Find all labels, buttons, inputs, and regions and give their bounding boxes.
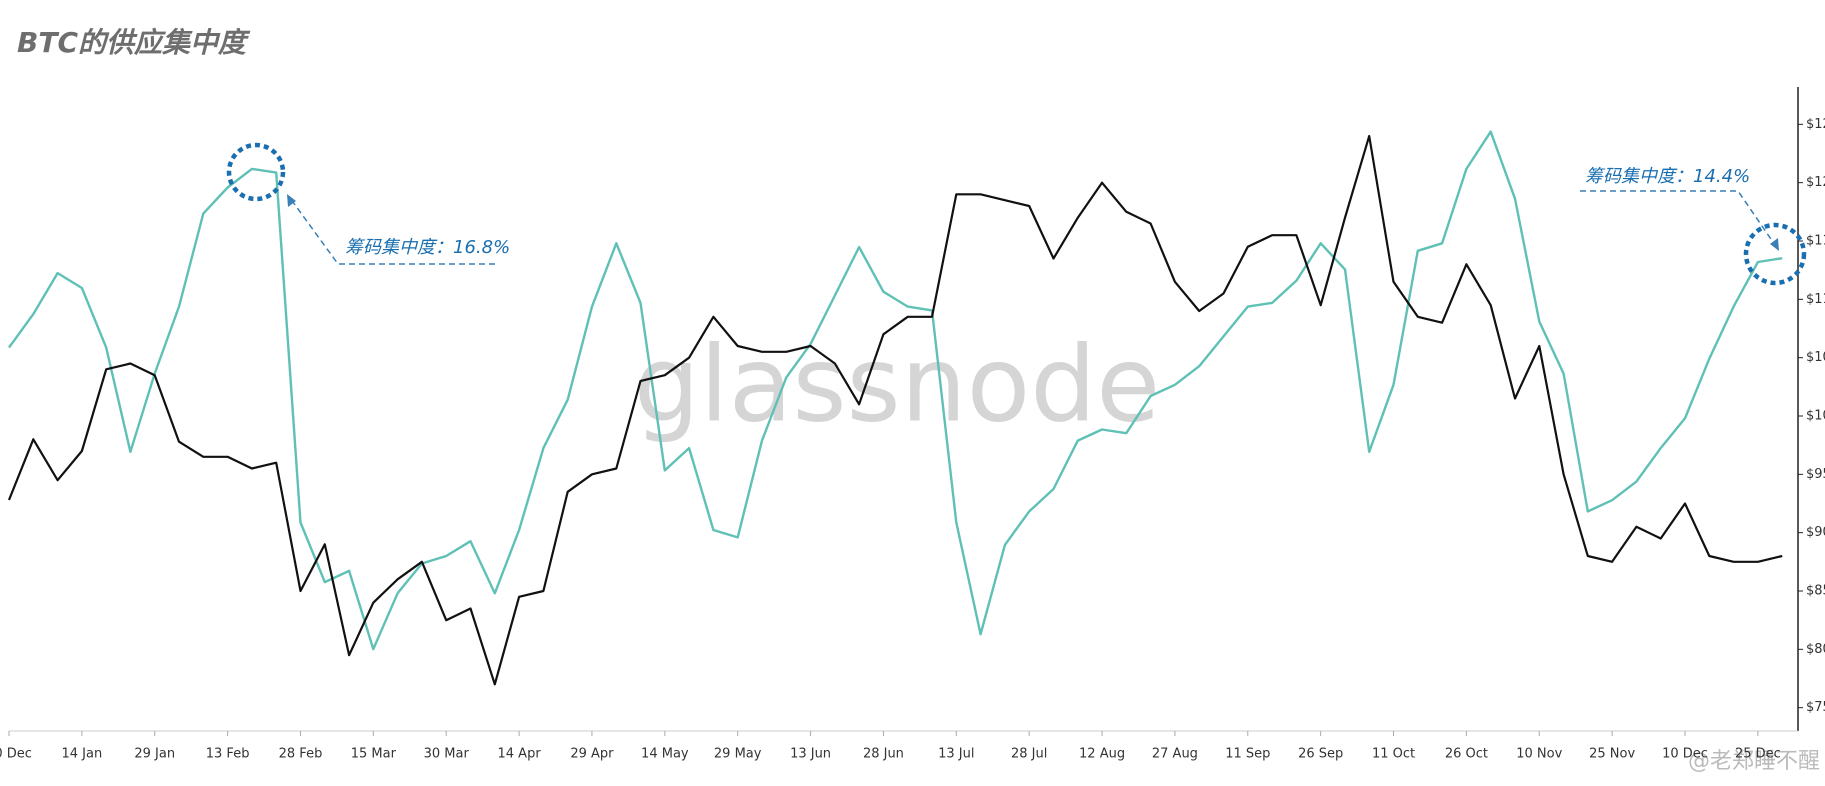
- y-tick-label: $75K: [1806, 700, 1825, 715]
- series-line: [7, 134, 1783, 686]
- series-line: [8, 130, 1783, 651]
- x-tick-label: 29 Apr: [570, 747, 614, 762]
- x-tick-label: 14 Jan: [62, 747, 103, 762]
- x-tick-label: 11 Sep: [1225, 747, 1270, 762]
- arrow-head: [287, 194, 296, 207]
- x-tick-label: 30 Mar: [424, 747, 470, 762]
- y-tick-label: $110K: [1806, 292, 1825, 307]
- x-tick-label: 14 May: [641, 747, 689, 762]
- x-tick-label: 13 Feb: [206, 747, 250, 762]
- x-tick-label: 29 Jan: [134, 747, 175, 762]
- y-tick-label: $95K: [1806, 467, 1825, 482]
- x-tick-label: 11 Oct: [1372, 747, 1415, 762]
- x-tick-label: 14 Apr: [498, 747, 542, 762]
- arrow-head: [1770, 238, 1779, 251]
- x-tick-label: 29 May: [714, 747, 762, 762]
- x-tick-label: 28 Jul: [1011, 747, 1047, 762]
- credit: @老郑睡不醒: [1688, 749, 1820, 774]
- y-tick-label: $120K: [1806, 175, 1825, 190]
- x-tick-label: 10 Nov: [1516, 747, 1562, 762]
- y-tick-label: $105K: [1806, 350, 1825, 365]
- x-tick-label: 26 Sep: [1298, 747, 1343, 762]
- annotation: 筹码集中度：14.4%: [1585, 166, 1750, 187]
- highlight-circle: [226, 142, 286, 202]
- y-tick-label: $125K: [1806, 117, 1825, 132]
- x-tick-label: 30 Dec: [0, 747, 32, 762]
- x-tick-label: 28 Jun: [863, 747, 904, 762]
- x-tick-label: 27 Aug: [1152, 747, 1198, 762]
- y-tick-label: $115K: [1806, 234, 1825, 249]
- x-tick-label: 28 Feb: [279, 747, 323, 762]
- highlight-circle: [1743, 222, 1807, 286]
- y-tick-label: $85K: [1806, 584, 1825, 599]
- x-tick-label: 15 Mar: [351, 747, 397, 762]
- y-tick-label: $80K: [1806, 642, 1825, 657]
- y-tick-label: $100K: [1806, 409, 1825, 424]
- annotation-leader: [1580, 190, 1776, 246]
- x-tick-label: 25 Nov: [1589, 747, 1635, 762]
- chart-title: BTC的供应集中度: [17, 26, 251, 59]
- watermark: glassnode: [634, 323, 1161, 445]
- x-tick-label: 26 Oct: [1445, 747, 1488, 762]
- x-tick-label: 13 Jun: [790, 747, 831, 762]
- x-tick-label: 12 Aug: [1079, 747, 1125, 762]
- x-tick-label: 10 Dec: [1662, 747, 1708, 762]
- x-tick-label: 25 Dec: [1735, 747, 1781, 762]
- annotation: 筹码集中度：16.8%: [345, 237, 510, 258]
- x-tick-label: 13 Jul: [938, 747, 974, 762]
- y-tick-label: $90K: [1806, 525, 1825, 540]
- annotation-leader: [289, 197, 495, 265]
